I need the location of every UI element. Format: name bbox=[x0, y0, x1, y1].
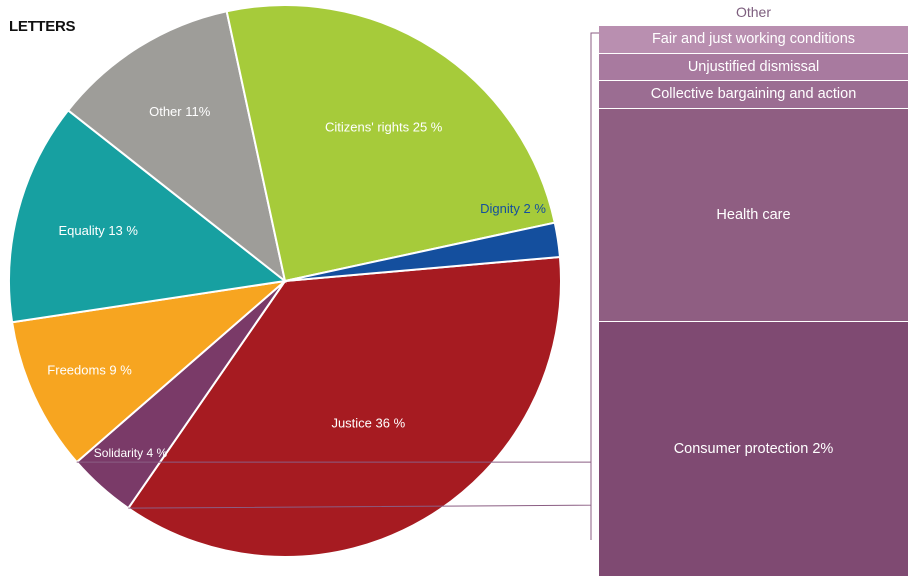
breakdown-segment-unjustified-dismissal: Unjustified dismissal bbox=[599, 53, 908, 81]
pie-slice-freedoms-9 bbox=[10, 279, 289, 464]
pie-slice-dignity-2 bbox=[284, 221, 562, 282]
breakdown-segment-health-care: Health care bbox=[599, 108, 908, 323]
connector-line-bottom bbox=[76, 461, 592, 540]
pie-slice-justice-36 bbox=[126, 255, 562, 558]
slice-label-other-11: Other 11% bbox=[149, 104, 211, 119]
slice-label-justice-36: Justice 36 % bbox=[331, 416, 405, 431]
slice-label-equality-13: Equality 13 % bbox=[58, 223, 138, 238]
slice-label-solidarity-4: Solidarity 4 % bbox=[94, 446, 168, 460]
slice-label-dignity-2: Dignity 2 % bbox=[480, 201, 546, 216]
pie-slice-citizens-rights-25 bbox=[225, 4, 556, 283]
chart-title: LETTERS bbox=[9, 18, 76, 35]
pie-slice-other-11 bbox=[66, 10, 287, 284]
slice-label-citizens-rights-25: Citizens' rights 25 % bbox=[325, 119, 443, 134]
breakdown-header-other: Other bbox=[735, 4, 771, 20]
solidarity-breakdown-bar: Fair and just working conditions Unjustif… bbox=[599, 26, 908, 576]
connector-line-top bbox=[128, 32, 599, 509]
breakdown-segment-fair-and-just-working-conditions: Fair and just working conditions bbox=[599, 26, 908, 54]
breakdown-segment-consumer-protection-2: Consumer protection 2% bbox=[599, 322, 908, 576]
breakdown-segment-collective-bargaining-and-action: Collective bargaining and action bbox=[599, 81, 908, 109]
pie-slice-equality-13 bbox=[8, 108, 288, 324]
slice-label-freedoms-9: Freedoms 9 % bbox=[47, 363, 132, 378]
